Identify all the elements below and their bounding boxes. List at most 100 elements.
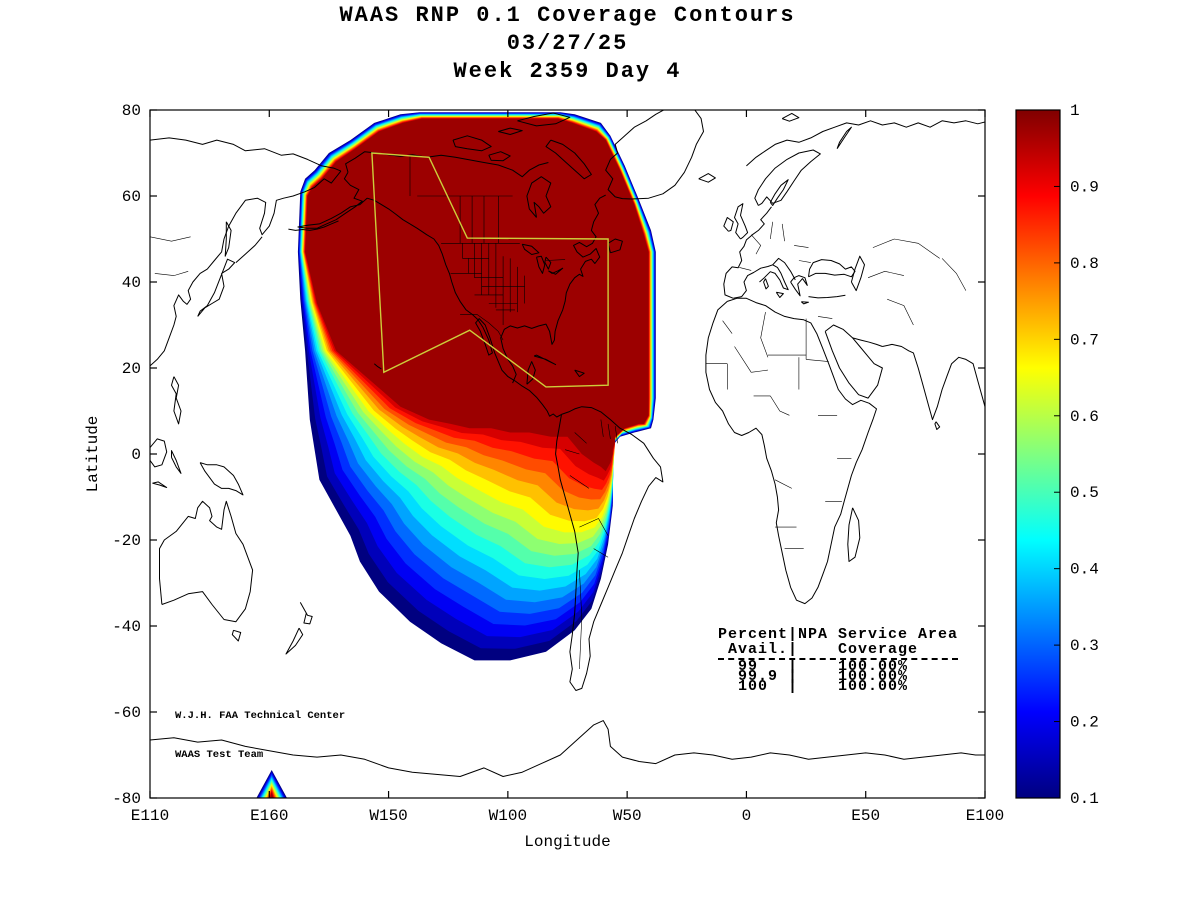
coastline-gulf-east-coast (500, 194, 606, 384)
coastline-japan (197, 258, 236, 317)
coastline-lake-michigan (536, 255, 546, 274)
coastline-caspian (850, 255, 865, 292)
colorbar-tick-label: 0.3 (1070, 637, 1099, 655)
plot-title-line-1: WAAS RNP 0.1 Coverage Contours (339, 3, 796, 28)
border-as-border-1 (150, 236, 191, 242)
coverage-table: Percent|NPA Service Area Avail.| Coverag… (718, 627, 959, 695)
colorbar-tick-label: 0.1 (1070, 790, 1099, 808)
border-sa-border-6 (574, 432, 587, 444)
border-us-canada-east (545, 259, 566, 261)
x-tick-label: W100 (489, 807, 527, 825)
x-tick-label: E100 (966, 807, 1004, 825)
coastline-ireland (723, 217, 734, 232)
border-sa-border-3 (579, 518, 609, 536)
colorbar-frame (1015, 109, 1061, 799)
x-tick-label: E160 (250, 807, 288, 825)
coastline-australia (159, 500, 254, 623)
coastline-cuba (533, 354, 557, 366)
coastline-sardinia (763, 278, 769, 290)
colorbar-tick-label: 0.5 (1070, 484, 1099, 502)
country-borders (150, 155, 967, 670)
coastline-britain (734, 203, 749, 240)
border-as-border-3 (872, 238, 940, 259)
border-af-border-12 (774, 479, 792, 489)
coastline-alaska (297, 172, 411, 229)
coastline-aleutians (288, 220, 339, 231)
coastline-baffin (545, 139, 592, 180)
plot-title-line-3: Week 2359 Day 4 (453, 59, 682, 84)
coverage-table-row-100: 100 | 100.00% (718, 678, 909, 695)
border-me-border-1 (817, 316, 833, 319)
border-as-border-5 (887, 298, 914, 326)
plot-title-block: WAAS RNP 0.1 Coverage Contours 03/27/25 … (150, 2, 985, 86)
coastline-arctic-island-1 (452, 135, 492, 152)
coastline-sakhalin (224, 221, 232, 257)
border-sa-border-5 (593, 548, 609, 558)
coastline-turkey-south (808, 294, 846, 299)
border-af-border-4 (734, 346, 752, 373)
y-tick-label: 20 (122, 360, 141, 378)
coastline-nz-north (299, 602, 313, 625)
colorbar-tick-label: 0.2 (1070, 714, 1099, 732)
border-af-border-5 (751, 369, 768, 373)
coastline-madagascar (847, 507, 861, 562)
colorbar-tick-label: 0.6 (1070, 408, 1099, 426)
border-sa-border-8 (607, 423, 611, 439)
axis-label-group: E110 E160 W150 W100 W50 0 E50 E100 80 60 40 20 0 -20 -… (84, 102, 1004, 851)
border-af-border-1 (722, 320, 733, 334)
colorbar-tick-label: 1 (1070, 102, 1080, 120)
border-sa-border-1 (565, 449, 580, 455)
x-tick-label: W150 (369, 807, 407, 825)
coastline-lake-erie-ontario (548, 267, 564, 275)
y-tick-label: -60 (112, 704, 141, 722)
y-tick-label: 0 (131, 446, 141, 464)
antarctic-artifact-band (270, 792, 274, 798)
coastline-siberia-arctic (150, 137, 342, 172)
coastline-baltic (769, 179, 789, 206)
coastline-lake-huron (544, 256, 552, 270)
border-eu-border-5 (794, 245, 809, 248)
coastline-alaska-arctic (345, 151, 549, 178)
coastline-blacksea-turkey (808, 259, 856, 278)
y-tick-label: -80 (112, 790, 141, 808)
border-sa-border-4 (579, 570, 583, 670)
coastline-lake-superior (521, 243, 540, 255)
coastline-russia-arctic (746, 120, 985, 167)
coastline-africa (705, 297, 877, 605)
coastline-borneo (150, 438, 168, 468)
coastline-svalbard (781, 112, 800, 122)
coastline-greece (790, 275, 808, 297)
border-af-border-9 (806, 359, 829, 362)
border-sa-border-7 (600, 419, 604, 437)
coastline-sri-lanka (934, 421, 941, 430)
coastline-arabia (824, 324, 883, 399)
coverage-table-header-2: Avail.| Coverage (718, 642, 959, 660)
coastline-mediterranean-north (733, 264, 789, 299)
coastline-greenland (605, 110, 704, 200)
service-area-outline (371, 152, 609, 388)
coastline-java (152, 481, 168, 488)
coastline-philippines (171, 376, 182, 425)
coastline-scandinavia (754, 149, 821, 206)
coastline-arctic-island-2 (488, 151, 511, 162)
border-us-mexico (460, 314, 504, 341)
x-tick-label: E110 (131, 807, 169, 825)
x-tick-label: W50 (613, 807, 642, 825)
colorbar-tick-label: 0.7 (1070, 331, 1099, 349)
y-tick-label: -40 (112, 618, 141, 636)
colorbar-tick-label: 0.8 (1070, 255, 1099, 273)
border-sa-border-9 (614, 426, 618, 444)
coastline-persian-gulf (852, 337, 883, 347)
coastline-iceland (698, 173, 716, 183)
colorbar (1016, 110, 1060, 798)
y-axis-title: Latitude (84, 416, 102, 493)
coastline-south-america (555, 406, 664, 691)
credit-line-2: WAAS Test Team (175, 749, 264, 761)
coastline-arctic-island-3 (498, 127, 523, 135)
coastline-new-guinea (199, 462, 244, 496)
border-eu-border-1 (739, 267, 752, 271)
border-af-border-11 (770, 395, 790, 416)
coastline-yucatan (526, 361, 536, 385)
